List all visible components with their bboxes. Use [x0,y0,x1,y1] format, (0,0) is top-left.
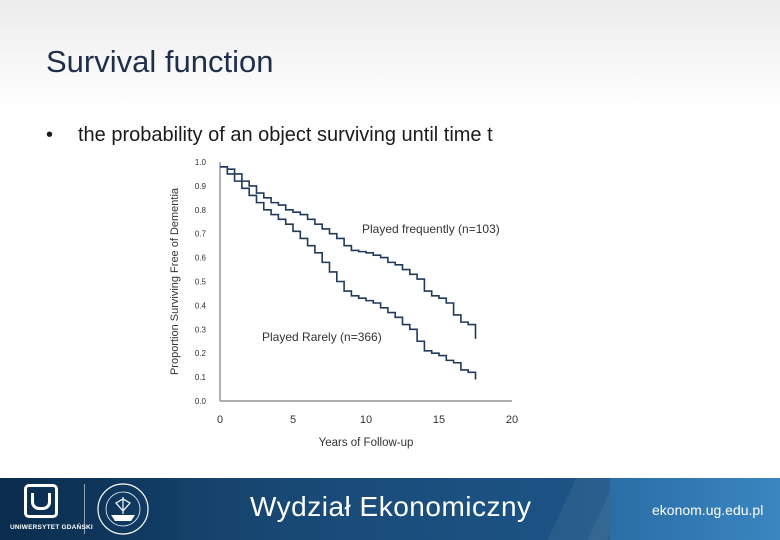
bullet-item: • the probability of an object surviving… [46,124,493,147]
footer-banner: UNIWERSYTET GDAŃSKI Wydział Ekonomiczny … [0,478,780,540]
y-tick-label: 0.9 [195,182,207,191]
x-tick-label: 20 [506,414,518,426]
y-tick-label: 0.3 [195,325,207,334]
y-tick-label: 0.5 [195,278,207,287]
y-tick-label: 0.2 [195,349,207,358]
series-line-1 [220,165,477,380]
x-tick-label: 0 [217,414,223,426]
y-tick-label: 0.8 [195,206,207,215]
series-label-frequent: Played frequently (n=103) [362,222,500,236]
bullet-text: the probability of an object surviving u… [78,124,493,146]
faculty-url-link[interactable]: ekonom.ug.edu.pl [652,502,764,518]
x-tick-label: 15 [433,414,445,426]
y-tick-label: 0.7 [195,230,207,239]
university-name: UNIWERSYTET GDAŃSKI [10,524,93,531]
x-tick-label: 10 [360,414,372,426]
faculty-name: Wydział Ekonomiczny [250,491,532,522]
slide-title: Survival function [46,44,274,79]
faculty-seal-icon [97,483,149,535]
survival-chart: 0.0 0.1 0.2 0.3 0.4 0.5 0.6 0.7 0.8 0.9 1.0 0 5 10 15 2… [169,158,518,449]
url-band [610,478,780,540]
bullet-dot: • [46,124,54,146]
series-line-0 [220,165,477,339]
footer-divider [84,484,85,534]
university-logo-icon [24,484,58,518]
y-axis-label: Proportion Surviving Free of Dementia [169,187,181,375]
x-axis-label: Years of Follow-up [319,437,414,449]
y-tick-label: 0.0 [195,397,207,406]
y-tick-label: 0.4 [195,301,207,310]
y-tick-label: 1.0 [195,158,207,167]
x-tick-label: 5 [290,414,296,426]
series-label-rare: Played Rarely (n=366) [262,330,382,344]
y-tick-label: 0.6 [195,254,207,263]
y-tick-label: 0.1 [195,373,207,382]
